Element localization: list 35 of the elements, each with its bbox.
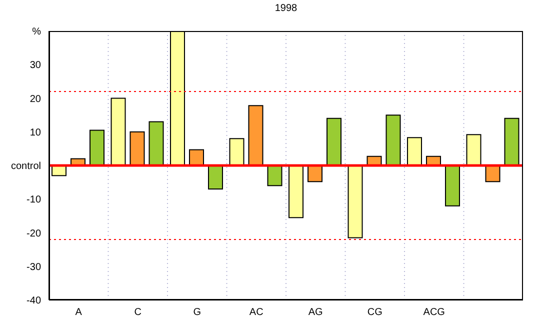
y-tick-label: -30 (26, 262, 42, 273)
y-tick-label: 20 (30, 94, 42, 105)
bar (90, 130, 104, 166)
bar (445, 165, 460, 206)
x-tick-label: AG (308, 307, 324, 318)
bar (466, 134, 482, 166)
bar (504, 118, 520, 166)
x-tick-label: A (75, 307, 82, 318)
bar (288, 165, 304, 218)
x-tick-label: C (134, 307, 142, 318)
bar (148, 121, 164, 166)
y-tick-label: -10 (26, 194, 42, 206)
bar (130, 131, 145, 166)
y-tick-label: control (10, 161, 41, 172)
bar (170, 31, 185, 166)
bar (189, 149, 204, 166)
bar (208, 165, 223, 190)
y-tick-label: 30 (30, 60, 42, 72)
y-tick-label: -40 (26, 296, 42, 307)
bar (407, 137, 422, 166)
bar (386, 114, 401, 166)
x-tick-label: AC (249, 307, 264, 318)
bar (267, 165, 282, 186)
bar (248, 105, 264, 166)
y-tick-label: % (32, 26, 42, 38)
bar (326, 118, 342, 166)
bar (348, 165, 363, 238)
x-tick-label: ACG (423, 307, 446, 318)
chart-title: 1998 (274, 3, 298, 14)
bar (110, 98, 126, 166)
bar (229, 138, 244, 166)
y-tick-label: -20 (26, 228, 42, 240)
x-tick-label: CG (367, 307, 383, 318)
x-tick-label: G (193, 307, 202, 318)
y-tick-label: 10 (30, 127, 42, 138)
